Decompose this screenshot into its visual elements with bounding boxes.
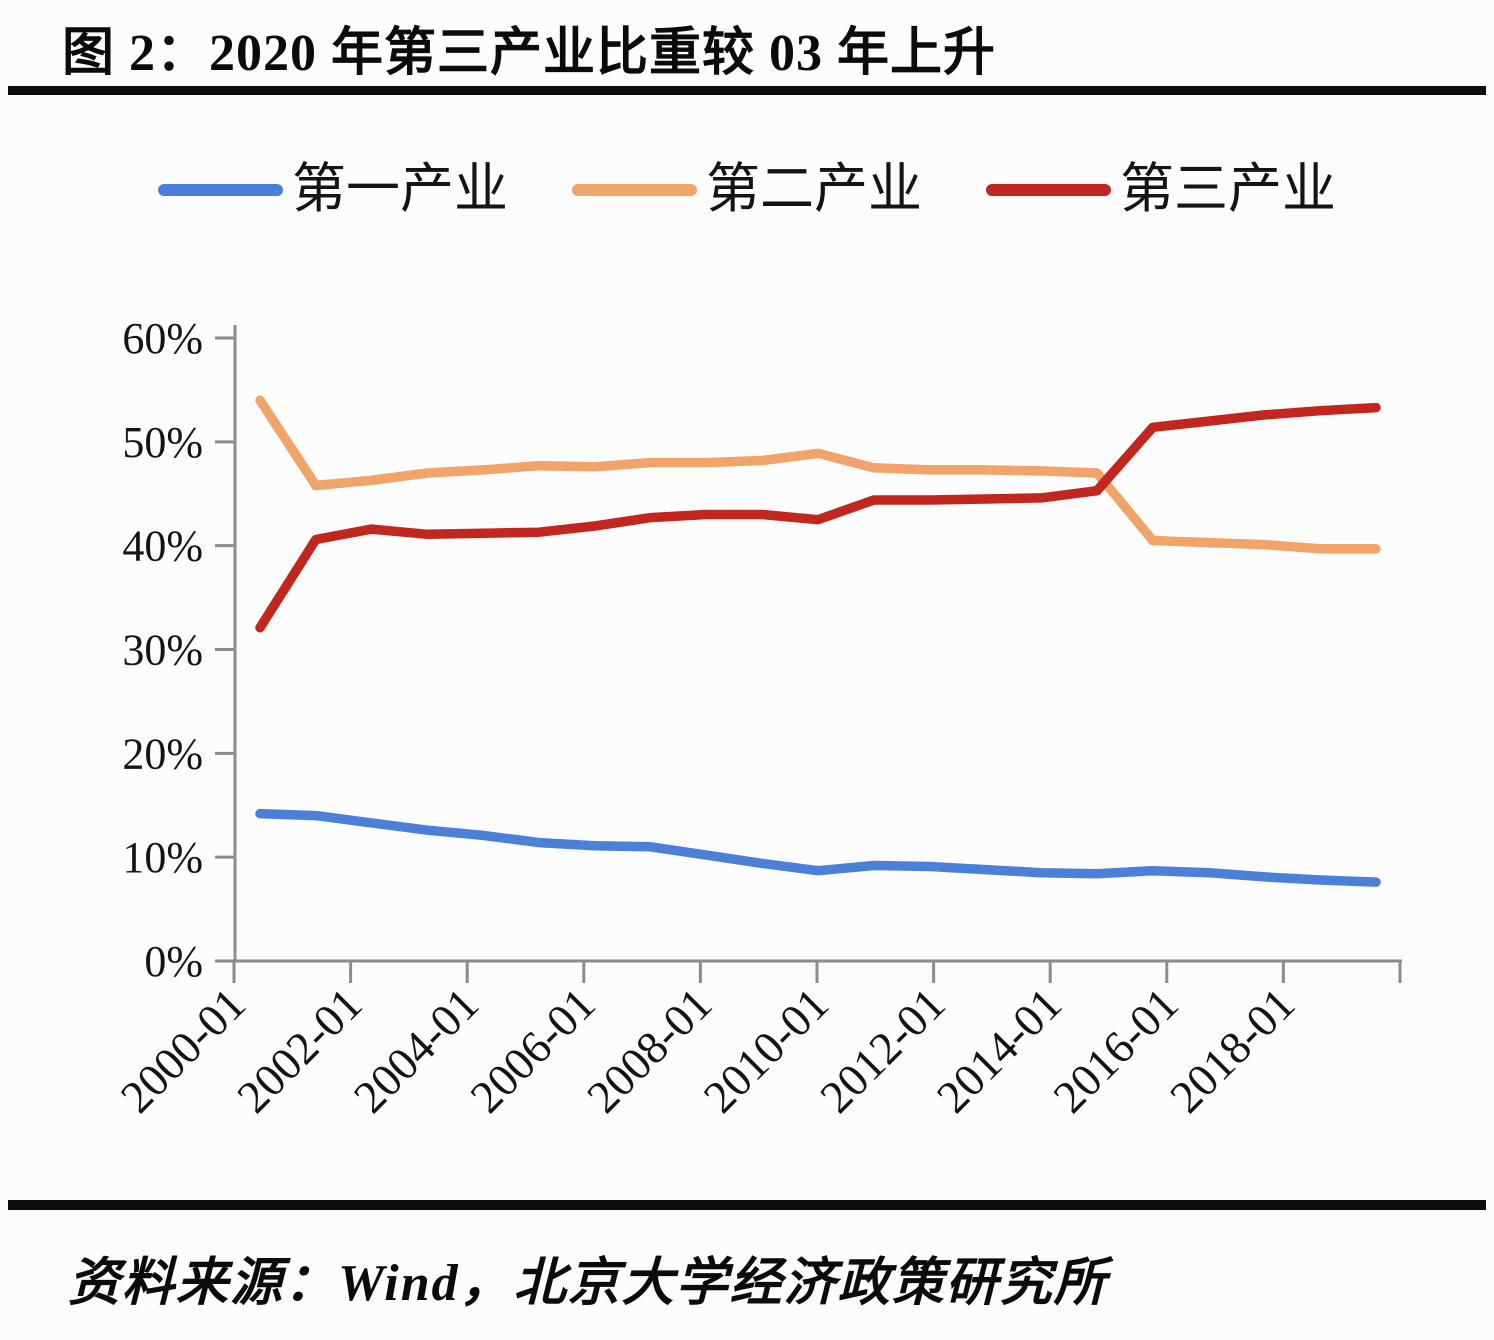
- legend-swatch-primary-line: [158, 183, 283, 196]
- legend-label-tertiary: 第三产业: [1120, 159, 1336, 219]
- legend-item-tertiary: 第三产业: [986, 159, 1336, 219]
- x-tick-label: 2002-01: [227, 978, 371, 1122]
- y-tick-label: 50%: [122, 418, 203, 467]
- series-line-primary: [255, 808, 1381, 887]
- legend-swatch-tertiary-line: [986, 183, 1111, 196]
- legend-label-primary: 第一产业: [292, 159, 508, 219]
- source-divider: [8, 1200, 1486, 1210]
- y-tick-label: 0%: [144, 937, 203, 986]
- x-tick-label: 2012-01: [810, 978, 954, 1122]
- figure-title: 图 2：2020 年第三产业比重较 03 年上升: [62, 25, 997, 82]
- x-tick-label: 2008-01: [577, 978, 721, 1122]
- y-tick-label: 20%: [122, 729, 203, 778]
- y-tick-label: 60%: [122, 314, 203, 363]
- x-tick-label: 2000-01: [111, 978, 255, 1122]
- x-tick-label: 2014-01: [927, 978, 1071, 1122]
- legend-item-primary: 第一产业: [158, 159, 508, 219]
- x-tick-label: 2016-01: [1043, 978, 1187, 1122]
- y-tick-label: 40%: [122, 522, 203, 571]
- x-tick-label: 2018-01: [1160, 978, 1304, 1122]
- x-tick-label: 2006-01: [460, 978, 604, 1122]
- series-line-tertiary: [255, 402, 1381, 633]
- legend-label-secondary: 第二产业: [706, 159, 922, 219]
- x-tick-label: 2010-01: [694, 978, 838, 1122]
- legend-item-secondary: 第二产业: [572, 159, 922, 219]
- source-note: 资料来源：Wind，北京大学经济政策研究所: [68, 1255, 1108, 1312]
- legend-swatch-secondary-line: [572, 183, 697, 196]
- title-divider: [8, 86, 1486, 95]
- y-tick-label: 30%: [122, 626, 203, 675]
- chart-legend: 第一产业 第二产业 第三产业: [0, 159, 1494, 219]
- x-tick-label: 2004-01: [344, 978, 488, 1122]
- y-tick-label: 10%: [122, 833, 203, 882]
- series-line-secondary: [255, 395, 1381, 554]
